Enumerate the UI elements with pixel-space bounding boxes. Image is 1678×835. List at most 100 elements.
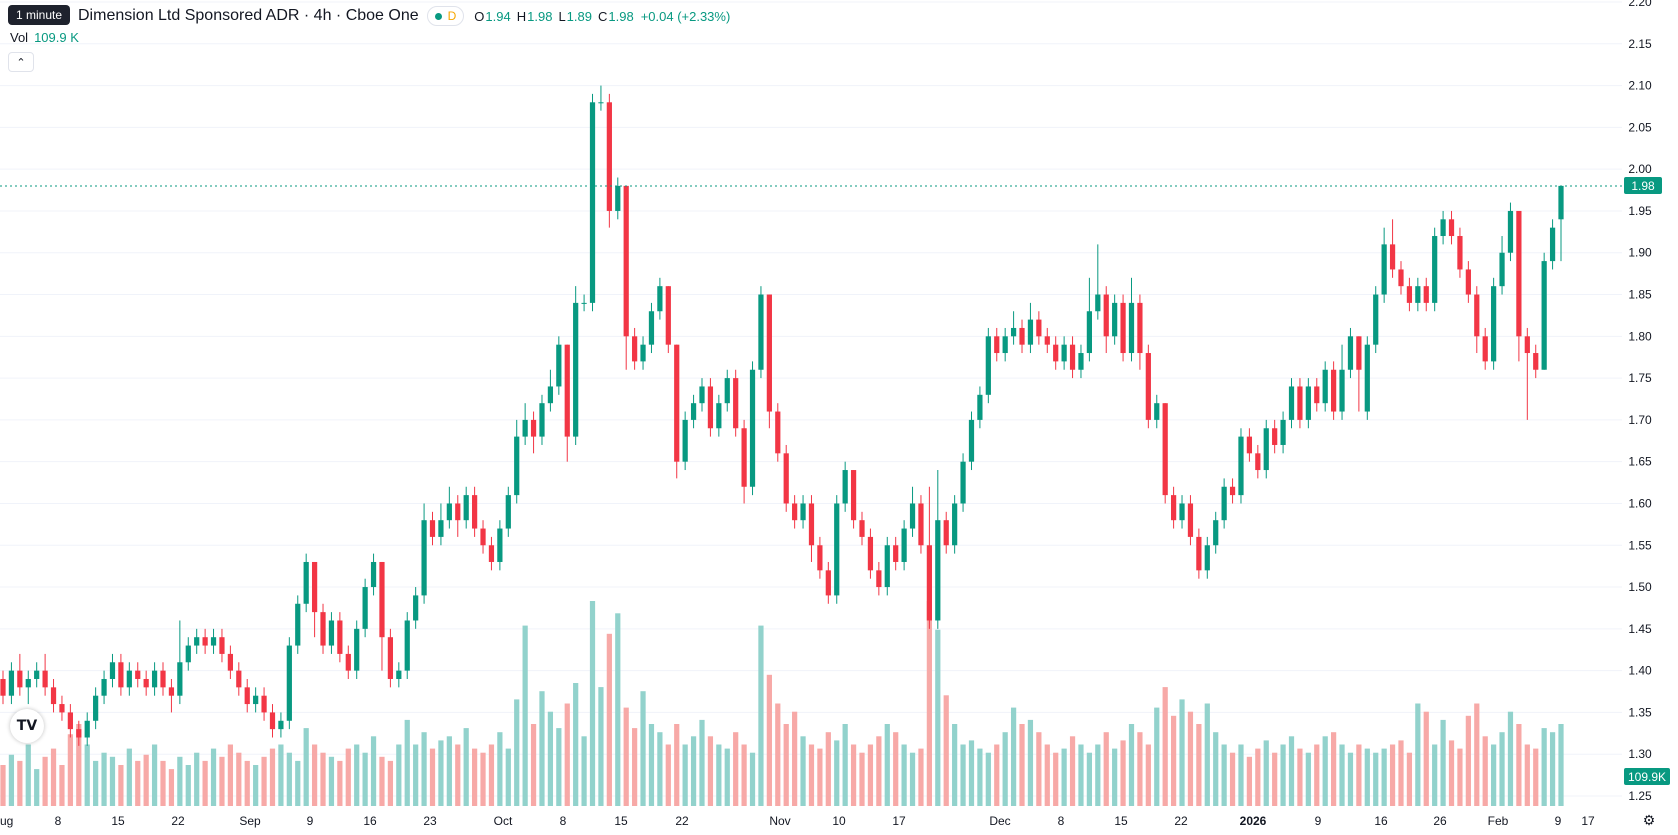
candle-body	[758, 294, 764, 370]
candle-body	[210, 637, 217, 646]
volume-bar	[1482, 736, 1488, 806]
volume-bar	[1229, 752, 1236, 806]
time-tick-label: 17	[1581, 814, 1595, 828]
volume-bar	[1457, 748, 1463, 806]
volume-bar	[514, 699, 520, 806]
price-axis[interactable]: 2.20 2.15 2.10 2.05 2.00 1.95 1.90 1.85 1.80 1.75…	[1628, 0, 1652, 803]
volume-bar	[253, 765, 259, 806]
volume-bar	[564, 703, 570, 806]
candle-body	[674, 344, 680, 462]
ohlc-low: L1.89	[558, 8, 592, 24]
candle-body	[269, 712, 276, 730]
candle-body	[1339, 369, 1345, 412]
candle-body	[135, 670, 141, 679]
volume-bar	[1347, 752, 1354, 806]
volume-bar	[1137, 732, 1143, 806]
tradingview-logo[interactable]: TV	[10, 709, 44, 743]
candle-body	[404, 620, 410, 671]
candle-body	[1549, 227, 1556, 262]
volume-bar	[800, 736, 806, 806]
volume-bar	[42, 756, 48, 806]
volume-bar	[362, 752, 368, 806]
candle-body	[126, 670, 132, 688]
candle-body	[8, 670, 15, 696]
volume-bar	[707, 736, 714, 806]
symbol-title[interactable]: Dimension Ltd Sponsored ADR · 4h · Cboe …	[78, 7, 419, 24]
volume-bar	[1255, 748, 1261, 806]
candle-body	[488, 545, 495, 562]
time-tick-label: 9	[1315, 814, 1322, 828]
candle-body	[42, 670, 48, 688]
candle-body	[1491, 286, 1497, 362]
candle-body	[1010, 327, 1017, 337]
price-tick-label: 2.05	[1628, 120, 1652, 134]
candle-body	[168, 687, 175, 696]
volume-bar	[17, 760, 23, 806]
candle-body	[808, 503, 815, 546]
volume-bar	[1474, 703, 1480, 806]
candle-body	[1112, 302, 1118, 337]
last-price-label: 1.98	[1631, 179, 1655, 193]
candle-body	[185, 645, 191, 663]
candle-body	[1272, 428, 1278, 445]
candle-body	[842, 470, 848, 504]
time-tick-label: Nov	[769, 814, 790, 828]
candle-body	[328, 620, 335, 646]
candle-body	[1120, 302, 1126, 354]
volume-bar	[1120, 740, 1126, 806]
volume-bar	[716, 744, 722, 806]
volume-bar	[640, 691, 646, 806]
candle-body	[632, 336, 638, 362]
time-tick-label: 26	[1433, 814, 1447, 828]
volume-bar	[143, 754, 149, 806]
candle-body	[303, 561, 309, 604]
volume-bar	[185, 765, 191, 806]
volume-bar	[1095, 744, 1101, 806]
volume-bar	[758, 625, 764, 806]
candle-body	[34, 670, 40, 679]
candle-body	[581, 302, 587, 304]
volume-bar	[1314, 744, 1320, 806]
candle-body	[615, 185, 621, 211]
volume-bar	[446, 736, 452, 806]
candle-body	[1170, 495, 1177, 521]
time-axis[interactable]: ug 8 15 22 Sep 9 16 23 Oct 8 15 22 Nov 10 17 Dec 8 15 22 20…	[0, 814, 1595, 828]
volume-bar	[67, 734, 73, 806]
volume-bar	[960, 744, 966, 806]
market-status-badge[interactable]: D	[426, 6, 465, 26]
candle-body	[1432, 236, 1438, 303]
collapse-legend-button[interactable]: ⌃	[8, 52, 34, 72]
volume-bar	[505, 748, 511, 806]
volume-bar	[1162, 687, 1168, 806]
candle-body	[1145, 353, 1151, 420]
candle-body	[606, 102, 612, 211]
candle-body	[1499, 252, 1505, 287]
volume-bar	[623, 707, 629, 806]
volume-bar	[488, 744, 495, 806]
volume-bar	[1558, 724, 1564, 806]
volume-bar	[724, 748, 730, 806]
volume-bar	[286, 752, 292, 806]
volume-bar	[665, 744, 671, 806]
price-tick-label: 1.40	[1628, 664, 1652, 678]
candle-body	[960, 461, 966, 504]
candle-body	[1246, 436, 1253, 454]
candle-body	[522, 419, 528, 437]
price-tick-label: 1.65	[1628, 455, 1652, 469]
ohlc-open: O1.94	[474, 8, 511, 24]
gear-icon[interactable]: ⚙	[1642, 811, 1656, 828]
last-volume-tag: 109.9K	[1624, 768, 1670, 785]
last-volume-label: 109.9K	[1628, 770, 1666, 784]
volume-bar	[893, 732, 899, 806]
volume-bar	[749, 752, 756, 806]
volume-bar	[1516, 724, 1522, 806]
candle-body	[792, 503, 798, 521]
volume-bar	[1187, 711, 1194, 806]
volume-bar	[337, 760, 343, 806]
candle-body	[311, 561, 318, 613]
volume-bar	[295, 760, 301, 806]
volume-bar	[480, 752, 486, 806]
price-tick-label: 1.70	[1628, 413, 1652, 427]
time-tick-label: 23	[423, 814, 437, 828]
